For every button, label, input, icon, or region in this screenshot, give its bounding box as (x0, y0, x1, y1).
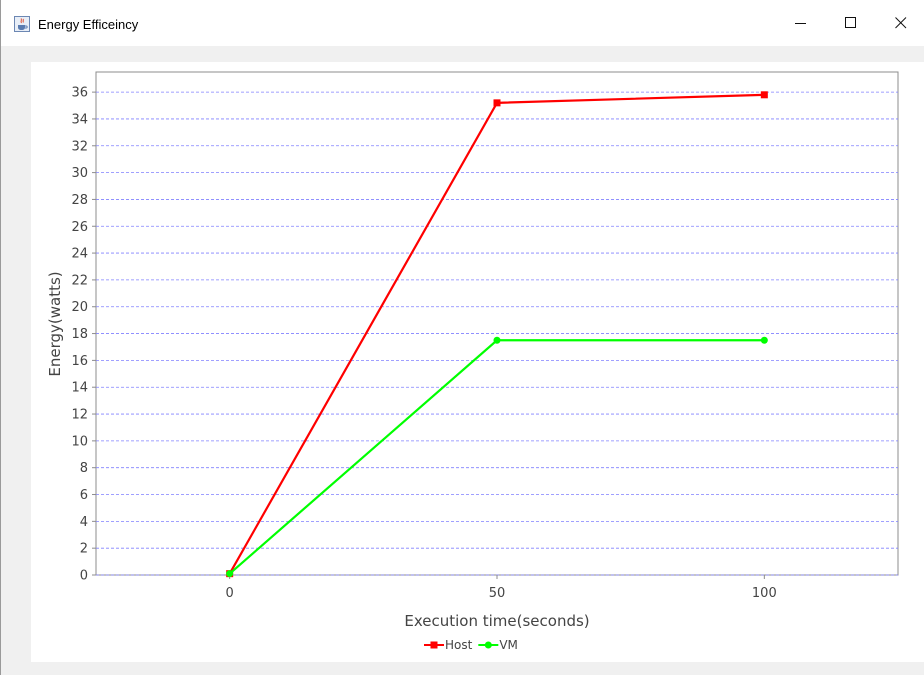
chart-panel: 0 2 4 6 8 10 12 14 16 18 20 22 24 26 28 30 32 34 36 0 50 100… (31, 62, 924, 662)
plot-area (95, 71, 899, 576)
y-tick-label: 18 (71, 327, 88, 342)
title-bar[interactable]: Energy Efficeincy (1, 0, 924, 46)
x-axis: 0 50 100 (226, 575, 777, 601)
legend-label-host: Host (445, 638, 473, 652)
x-tick-label: 100 (752, 586, 777, 601)
y-tick-label: 10 (71, 434, 88, 449)
legend: Host VM (424, 638, 518, 652)
y-tick-label: 34 (71, 112, 88, 127)
y-tick-label: 32 (71, 139, 88, 154)
close-icon (895, 17, 907, 29)
x-tick-label: 50 (489, 586, 506, 601)
y-axis-label: Energy(watts) (46, 271, 64, 376)
series-layer (226, 91, 768, 578)
window-title: Energy Efficeincy (38, 17, 139, 32)
y-tick-label: 0 (80, 569, 88, 584)
minimize-icon (795, 23, 806, 24)
y-tick-label: 28 (71, 193, 88, 208)
y-tick-label: 30 (71, 166, 88, 181)
close-button[interactable] (878, 0, 924, 46)
y-tick-label: 16 (71, 354, 88, 369)
data-point-vm (226, 570, 234, 578)
legend-label-vm: VM (499, 638, 518, 652)
legend-marker-host (430, 641, 438, 649)
y-tick-label: 2 (80, 542, 88, 557)
java-cup-icon (14, 16, 30, 32)
y-tick-label: 26 (71, 220, 88, 235)
y-tick-label: 24 (71, 247, 88, 262)
maximize-icon (845, 17, 856, 28)
y-tick-label: 8 (80, 461, 88, 476)
y-tick-label: 22 (71, 273, 88, 288)
minimize-button[interactable] (778, 0, 824, 46)
y-tick-label: 4 (80, 515, 88, 530)
maximize-button[interactable] (828, 0, 874, 46)
y-tick-label: 20 (71, 300, 88, 315)
x-axis-label: Execution time(seconds) (404, 612, 589, 630)
x-tick-label: 0 (226, 586, 234, 601)
y-tick-label: 12 (71, 408, 88, 423)
data-point-vm (493, 336, 501, 344)
y-tick-label: 14 (71, 381, 88, 396)
data-point-host (760, 91, 768, 99)
y-tick-label: 36 (71, 86, 88, 101)
legend-marker-vm (484, 641, 492, 649)
data-point-vm (760, 336, 768, 344)
data-point-host (493, 99, 501, 107)
window-content: 0 2 4 6 8 10 12 14 16 18 20 22 24 26 28 30 32 34 36 0 50 100… (1, 46, 924, 675)
y-tick-label: 6 (80, 488, 88, 503)
